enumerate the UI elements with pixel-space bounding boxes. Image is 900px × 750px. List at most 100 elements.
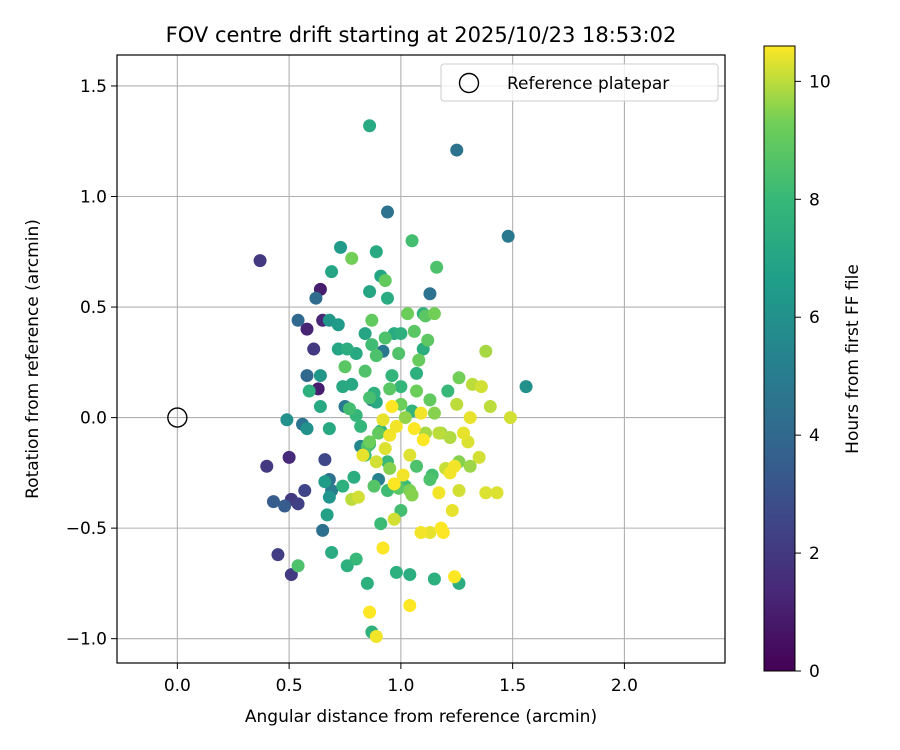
data-point <box>407 324 421 338</box>
data-point <box>378 331 392 345</box>
x-tick-label: 1.5 <box>499 676 526 696</box>
data-point <box>300 322 314 336</box>
data-point <box>291 497 305 511</box>
data-point <box>427 572 441 586</box>
data-point <box>385 400 399 414</box>
data-point <box>351 490 365 504</box>
x-tick-label: 1.0 <box>387 676 414 696</box>
data-point <box>313 400 327 414</box>
data-point <box>436 526 450 540</box>
data-point <box>519 380 533 394</box>
data-point <box>340 342 354 356</box>
data-point <box>369 245 383 259</box>
data-point <box>387 477 401 491</box>
colorbar-ticks: 0 2 4 6 8 10 <box>795 72 831 682</box>
data-point <box>349 552 363 566</box>
data-point <box>423 287 437 301</box>
data-point <box>378 274 392 288</box>
data-point <box>347 470 361 484</box>
data-point <box>403 568 417 582</box>
data-point <box>338 360 352 374</box>
legend[interactable]: Reference platepar <box>440 63 719 102</box>
data-point <box>318 475 332 489</box>
data-point <box>318 453 332 467</box>
data-point <box>325 545 339 559</box>
data-point <box>380 205 394 219</box>
data-point <box>313 369 327 383</box>
data-point <box>302 384 316 398</box>
data-point <box>423 526 437 540</box>
data-point <box>282 450 296 464</box>
grid-lines <box>117 55 725 663</box>
data-point <box>456 426 470 440</box>
x-tick-label: 0.5 <box>276 676 303 696</box>
data-point <box>452 484 466 498</box>
data-point <box>280 413 294 427</box>
data-point <box>385 369 399 383</box>
data-point <box>342 402 356 416</box>
data-point <box>479 344 493 358</box>
data-point <box>389 565 403 579</box>
data-point <box>354 419 368 433</box>
legend-label: Reference platepar <box>507 74 669 94</box>
data-point <box>407 422 421 436</box>
data-point <box>383 461 397 475</box>
data-point <box>367 479 381 493</box>
data-point <box>300 422 314 436</box>
data-point <box>394 327 408 341</box>
data-point <box>378 442 392 456</box>
data-point <box>363 285 377 299</box>
data-point <box>392 346 406 360</box>
data-point <box>376 413 390 427</box>
data-point <box>340 559 354 573</box>
data-point <box>331 342 345 356</box>
data-point <box>300 369 314 383</box>
data-point <box>307 342 321 356</box>
data-point <box>369 629 383 643</box>
plot-frame <box>116 54 726 664</box>
data-point <box>374 517 388 531</box>
data-point <box>443 430 457 444</box>
data-point <box>363 391 377 405</box>
data-point <box>448 570 462 584</box>
data-point <box>284 568 298 582</box>
data-point <box>401 307 415 321</box>
data-point <box>405 488 419 502</box>
data-point <box>253 254 267 268</box>
data-point <box>432 426 446 440</box>
colorbar-tick-label: 2 <box>809 544 820 564</box>
data-point <box>360 576 374 590</box>
y-tick-label: 0.5 <box>80 298 107 318</box>
data-point <box>358 364 372 378</box>
data-point <box>452 371 466 385</box>
colorbar-tick-label: 0 <box>809 662 820 682</box>
data-point <box>450 397 464 411</box>
data-point <box>398 411 412 425</box>
data-point <box>414 406 428 420</box>
reference-platepar-marker <box>167 407 188 428</box>
data-point <box>383 428 397 442</box>
data-point <box>483 400 497 414</box>
data-point <box>463 459 477 473</box>
data-point <box>383 382 397 396</box>
data-point <box>443 466 457 480</box>
data-point <box>291 313 305 327</box>
data-point <box>380 291 394 305</box>
data-point <box>356 448 370 462</box>
y-tick-label: 0.0 <box>80 409 107 429</box>
data-point <box>372 426 386 440</box>
data-point <box>410 459 424 473</box>
colorbar-tick-label: 4 <box>809 426 820 446</box>
x-tick-label: 0.0 <box>164 676 191 696</box>
data-point <box>369 455 383 469</box>
data-point <box>490 486 504 500</box>
data-point <box>472 450 486 464</box>
data-point <box>322 490 336 504</box>
data-point <box>309 291 323 305</box>
data-point <box>365 313 379 327</box>
data-point <box>427 307 441 321</box>
data-point <box>427 406 441 420</box>
data-point <box>363 435 377 449</box>
data-point <box>430 260 444 274</box>
data-point <box>363 605 377 619</box>
